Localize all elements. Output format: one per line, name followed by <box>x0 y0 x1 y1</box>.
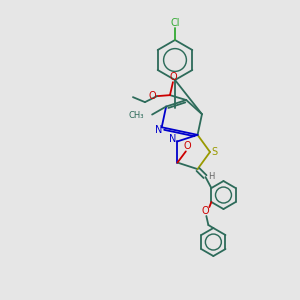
Text: CH₃: CH₃ <box>129 111 144 120</box>
Text: S: S <box>211 147 217 157</box>
Text: N: N <box>169 134 176 144</box>
Text: O: O <box>169 72 177 82</box>
Text: O: O <box>202 206 209 216</box>
Text: H: H <box>208 172 215 181</box>
Text: N: N <box>155 125 162 135</box>
Text: O: O <box>183 141 191 152</box>
Text: Cl: Cl <box>170 18 180 28</box>
Text: O: O <box>148 91 156 101</box>
